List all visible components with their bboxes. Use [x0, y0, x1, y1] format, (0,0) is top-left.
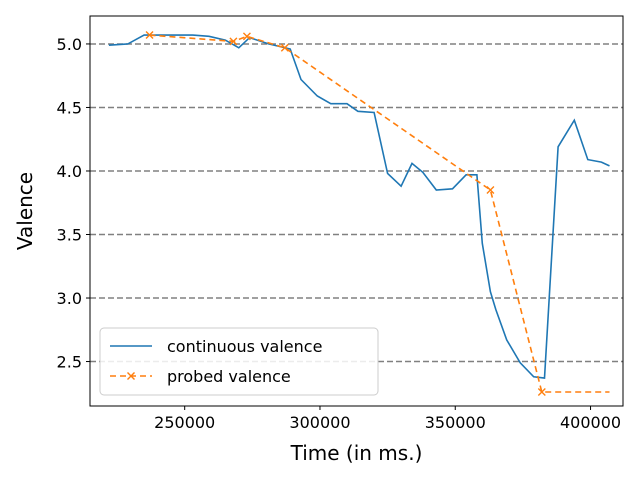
x-tick-label: 250000	[154, 413, 215, 432]
probed-valence-point	[537, 388, 546, 397]
y-tick-label: 4.0	[57, 162, 82, 181]
axis-ticks: 250000 300000 350000 400000 2.5 3.0 3.5 4.0 4.5 5…	[57, 35, 622, 432]
x-axis-label: Time (in ms.)	[290, 441, 423, 465]
legend-label: probed valence	[167, 367, 291, 386]
x-tick-label: 400000	[560, 413, 621, 432]
y-tick-label: 5.0	[57, 35, 82, 54]
legend-label: continuous valence	[167, 337, 322, 356]
probed-valence-point	[145, 31, 154, 40]
legend-box	[99, 327, 379, 396]
x-tick-label: 300000	[289, 413, 350, 432]
y-axis-label: Valence	[13, 172, 37, 250]
y-tick-label: 3.0	[57, 289, 82, 308]
probed-valence-point	[229, 37, 238, 46]
probed-valence-point	[280, 43, 289, 52]
legend-marker	[127, 372, 135, 380]
y-tick-label: 3.5	[57, 226, 82, 245]
continuous-valence-line	[108, 34, 610, 379]
probed-valence-point	[486, 186, 495, 195]
x-tick-label: 350000	[425, 413, 486, 432]
series-layer	[108, 31, 610, 397]
y-tick-label: 2.5	[57, 353, 82, 372]
y-tick-label: 4.5	[57, 98, 82, 117]
probed-valence-point	[242, 32, 251, 41]
legend: continuous valence probed valence	[99, 327, 379, 396]
plot-frame	[89, 15, 624, 407]
